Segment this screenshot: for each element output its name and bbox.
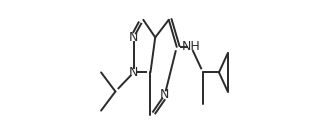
Text: N: N	[129, 66, 138, 79]
Text: N: N	[160, 88, 170, 101]
Text: N: N	[129, 31, 138, 44]
Text: NH: NH	[182, 40, 200, 53]
